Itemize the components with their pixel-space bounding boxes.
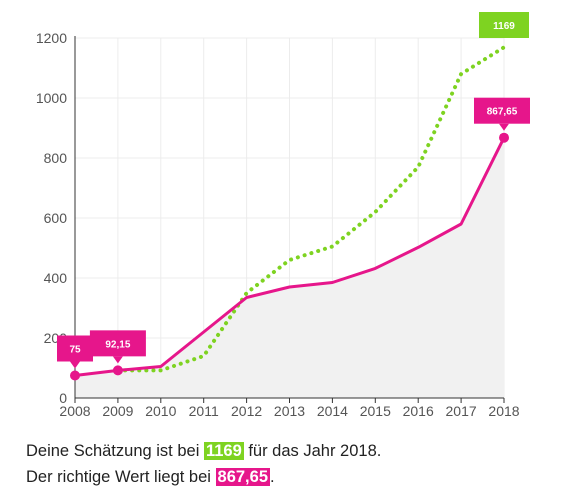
x-tick-label-2018: 2018 bbox=[488, 403, 519, 419]
axis-layer: 2008 2009 2010 2011 2012 2013 2014 2015 2016 2017… bbox=[36, 30, 520, 419]
line-chart: 2008 2009 2010 2011 2012 2013 2014 2015 2016 2017… bbox=[36, 12, 530, 419]
x-tick-label-2008: 2008 bbox=[59, 403, 90, 419]
y-tick-label-1000: 1000 bbox=[36, 90, 67, 106]
points-layer bbox=[70, 132, 509, 381]
summary-actual-value: 867,65 bbox=[215, 468, 270, 486]
x-tick-label-2010: 2010 bbox=[145, 403, 176, 419]
x-tick-label-2014: 2014 bbox=[317, 403, 348, 419]
callout-label-1169: 1169 bbox=[493, 21, 515, 32]
callout-box-867,65 bbox=[474, 97, 530, 124]
callout-92,15: 92,15 bbox=[89, 330, 146, 364]
callout-label-92,15: 92,15 bbox=[105, 339, 130, 350]
x-tick-label-2009: 2009 bbox=[102, 403, 133, 419]
callout-label-867,65: 867,65 bbox=[487, 107, 518, 118]
summary-line-guess: Deine Schätzung ist bei 1169 für das Jah… bbox=[26, 440, 381, 462]
y-tick-label-1200: 1200 bbox=[36, 30, 67, 46]
callout-layer: 75 92,15 867,65 1169 bbox=[57, 12, 530, 369]
summary-line-actual: Der richtige Wert liegt bei 867,65. bbox=[26, 466, 275, 488]
callout-pointer-92,15 bbox=[112, 356, 123, 364]
data-point-75 bbox=[70, 370, 80, 381]
line-guess bbox=[115, 45, 506, 373]
y-tick-label-0: 0 bbox=[59, 390, 67, 406]
area-actual bbox=[75, 137, 504, 398]
data-point-867,65 bbox=[499, 132, 509, 143]
x-tick-label-2015: 2015 bbox=[360, 403, 391, 419]
callout-label-75: 75 bbox=[69, 345, 81, 356]
summary-guess-suffix: für das Jahr 2018. bbox=[243, 442, 382, 460]
x-tick-label-2011: 2011 bbox=[189, 403, 219, 419]
callout-867,65: 867,65 bbox=[474, 97, 530, 131]
callout-box-1169 bbox=[479, 12, 529, 38]
callout-1169: 1169 bbox=[479, 12, 529, 38]
summary-guess-prefix: Deine Schätzung ist bei bbox=[26, 442, 204, 460]
line-actual bbox=[74, 137, 506, 377]
y-tick-label-400: 400 bbox=[44, 270, 68, 286]
x-tick-label-2013: 2013 bbox=[274, 403, 305, 419]
callout-pointer-867,65 bbox=[499, 123, 509, 131]
callout-75: 75 bbox=[57, 335, 93, 369]
x-tick-label-2012: 2012 bbox=[231, 403, 262, 419]
summary-actual-prefix: Der richtige Wert liegt bei bbox=[26, 468, 216, 486]
x-tick-label-2017: 2017 bbox=[446, 403, 477, 419]
callout-pointer-75 bbox=[70, 361, 80, 369]
data-point-92,15 bbox=[112, 365, 123, 376]
summary-guess-value: 1169 bbox=[203, 442, 244, 460]
y-tick-label-800: 800 bbox=[44, 150, 68, 166]
callout-box-92,15 bbox=[89, 330, 146, 357]
x-tick-label-2016: 2016 bbox=[403, 403, 434, 419]
summary-actual-suffix: . bbox=[270, 468, 275, 486]
y-tick-label-600: 600 bbox=[44, 210, 68, 226]
callout-box-75 bbox=[57, 335, 93, 362]
